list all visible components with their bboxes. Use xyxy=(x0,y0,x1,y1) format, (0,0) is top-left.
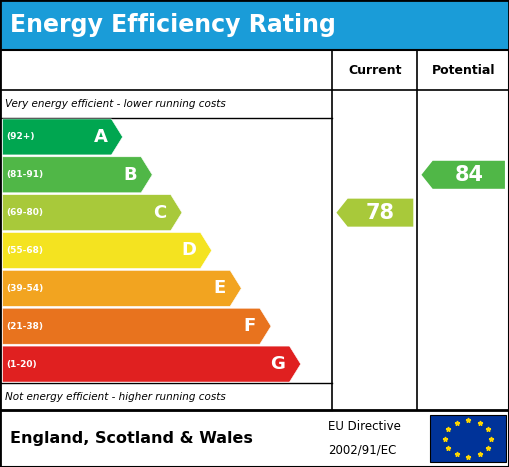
Text: Potential: Potential xyxy=(432,64,495,77)
Text: Not energy efficient - higher running costs: Not energy efficient - higher running co… xyxy=(5,391,226,402)
Polygon shape xyxy=(3,195,182,231)
Text: 84: 84 xyxy=(455,165,483,185)
Text: (1-20): (1-20) xyxy=(7,360,37,368)
Polygon shape xyxy=(3,119,123,155)
Text: England, Scotland & Wales: England, Scotland & Wales xyxy=(10,431,253,446)
Text: (69-80): (69-80) xyxy=(7,208,44,217)
Text: Current: Current xyxy=(348,64,402,77)
Polygon shape xyxy=(3,233,212,269)
Text: C: C xyxy=(153,204,166,222)
Text: (55-68): (55-68) xyxy=(7,246,44,255)
Polygon shape xyxy=(3,346,301,382)
Text: (92+): (92+) xyxy=(7,133,35,142)
Polygon shape xyxy=(3,308,271,344)
Polygon shape xyxy=(3,270,241,306)
Bar xyxy=(430,415,506,462)
Text: G: G xyxy=(271,355,286,373)
Text: Very energy efficient - lower running costs: Very energy efficient - lower running co… xyxy=(5,99,226,109)
Bar xyxy=(0,0,509,50)
Bar xyxy=(0,50,509,467)
Text: E: E xyxy=(214,279,226,297)
Text: D: D xyxy=(181,241,196,260)
Polygon shape xyxy=(421,161,505,189)
Text: 2002/91/EC: 2002/91/EC xyxy=(328,444,397,457)
Text: Energy Efficiency Rating: Energy Efficiency Rating xyxy=(10,13,336,37)
Text: (81-91): (81-91) xyxy=(7,170,44,179)
Text: 78: 78 xyxy=(366,203,395,223)
Polygon shape xyxy=(336,198,413,226)
Text: (39-54): (39-54) xyxy=(7,284,44,293)
Text: A: A xyxy=(94,128,107,146)
Text: B: B xyxy=(123,166,137,184)
Text: (21-38): (21-38) xyxy=(7,322,44,331)
Text: EU Directive: EU Directive xyxy=(328,420,401,433)
Text: F: F xyxy=(243,317,256,335)
Polygon shape xyxy=(3,157,152,193)
